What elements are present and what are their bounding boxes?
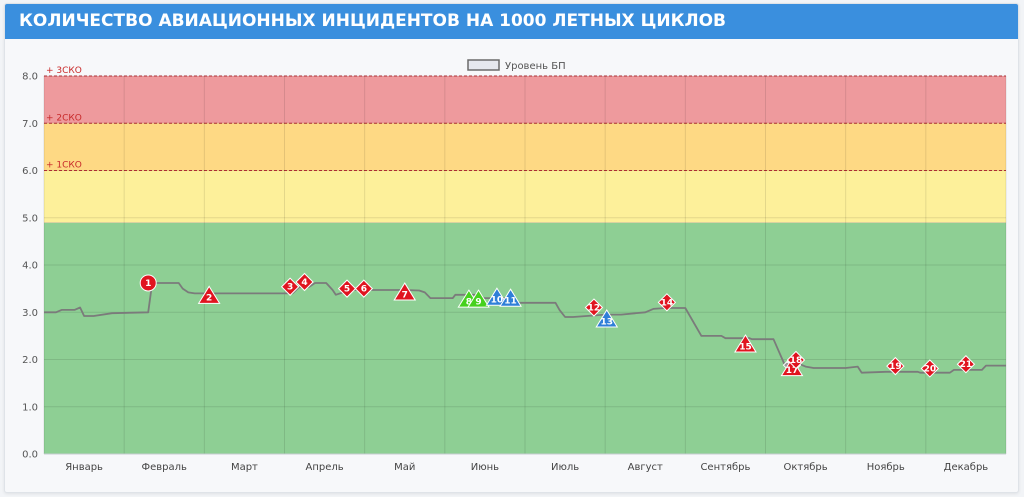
x-tick-label: Январь bbox=[65, 462, 103, 473]
band-1 bbox=[44, 123, 1006, 171]
x-tick-label: Август bbox=[628, 462, 663, 473]
y-tick-label: 4.0 bbox=[22, 261, 38, 272]
y-tick-label: 1.0 bbox=[22, 402, 38, 413]
marker-20: 20 bbox=[920, 359, 940, 378]
marker-7: 7 bbox=[393, 282, 417, 301]
chart-title: КОЛИЧЕСТВО АВИАЦИОННЫХ ИНЦИДЕНТОВ НА 100… bbox=[5, 4, 1018, 39]
marker-label: 5 bbox=[344, 285, 350, 295]
x-tick-label: Март bbox=[231, 462, 258, 473]
marker-label: 19 bbox=[889, 362, 902, 372]
chart-panel: КОЛИЧЕСТВО АВИАЦИОННЫХ ИНЦИДЕНТОВ НА 100… bbox=[4, 3, 1019, 493]
marker-label: 14 bbox=[661, 298, 674, 308]
marker-label: 13 bbox=[601, 317, 614, 327]
x-tick-label: Июнь bbox=[471, 462, 499, 473]
marker-label: 8 bbox=[466, 297, 472, 307]
y-tick-label: 7.0 bbox=[22, 119, 38, 130]
x-axis-ticks: Январь Февраль Март Апрель Май Июнь Июль Август… bbox=[65, 462, 988, 473]
x-tick-label: Ноябрь bbox=[867, 462, 905, 473]
band-label-2: + 1СКО bbox=[46, 161, 82, 171]
marker-label: 4 bbox=[301, 278, 307, 288]
marker-6: 6 bbox=[354, 279, 374, 298]
marker-1: 1 bbox=[139, 274, 157, 292]
y-tick-label: 6.0 bbox=[22, 166, 38, 177]
marker-label: 21 bbox=[960, 360, 973, 370]
marker-label: 7 bbox=[402, 290, 408, 300]
marker-10: 10 bbox=[485, 287, 509, 306]
marker-label: 1 bbox=[145, 279, 151, 289]
marker-label: 11 bbox=[504, 297, 517, 307]
x-tick-label: Февраль bbox=[142, 462, 188, 473]
y-tick-label: 0.0 bbox=[22, 450, 38, 461]
marker-diamond bbox=[657, 293, 677, 312]
y-tick-label: 2.0 bbox=[22, 355, 38, 366]
band-3 bbox=[44, 222, 1006, 454]
marker-triangle bbox=[393, 282, 417, 301]
safety-bands: + 3СКО + 2СКО + 1СКО bbox=[44, 66, 1006, 454]
x-tick-label: Сентябрь bbox=[700, 462, 750, 473]
marker-5: 5 bbox=[337, 279, 357, 298]
x-tick-label: Апрель bbox=[305, 462, 343, 473]
legend[interactable]: Уровень БП bbox=[467, 59, 566, 72]
y-tick-label: 5.0 bbox=[22, 213, 38, 224]
marker-diamond bbox=[886, 356, 905, 376]
y-axis-ticks: 0.0 1.0 2.0 3.0 4.0 5.0 6.0 7.0 8.0 bbox=[22, 72, 38, 461]
marker-triangle bbox=[197, 285, 221, 304]
marker-circle bbox=[139, 274, 157, 292]
y-tick-label: 8.0 bbox=[22, 72, 38, 83]
marker-label: 17 bbox=[786, 366, 799, 376]
legend-label: Уровень БП bbox=[505, 61, 566, 72]
x-tick-label: Июль bbox=[551, 462, 579, 473]
marker-14: 14 bbox=[657, 293, 677, 312]
legend-swatch bbox=[467, 59, 500, 71]
band-label-1: + 2СКО bbox=[46, 113, 82, 123]
marker-13: 13 bbox=[595, 309, 619, 328]
band-0 bbox=[44, 76, 1006, 124]
y-tick-label: 3.0 bbox=[22, 308, 38, 319]
incidents-chart: + 3СКО + 2СКО + 1СКО 0.0 1.0 2.0 3.0 4.0 5.0 6.0… bbox=[22, 59, 1007, 473]
marker-diamond bbox=[337, 279, 357, 298]
event-markers: 123456789101112131415161718192021 bbox=[139, 272, 976, 378]
marker-diamond bbox=[920, 359, 940, 378]
marker-label: 2 bbox=[206, 294, 212, 304]
marker-label: 18 bbox=[790, 356, 803, 366]
marker-diamond bbox=[956, 355, 976, 374]
marker-9: 9 bbox=[467, 289, 490, 308]
marker-11: 11 bbox=[499, 288, 522, 307]
marker-diamond bbox=[584, 298, 604, 317]
marker-2: 2 bbox=[197, 285, 221, 304]
marker-triangle bbox=[595, 309, 619, 328]
marker-triangle bbox=[734, 334, 757, 353]
marker-diamond bbox=[295, 272, 314, 292]
band-2 bbox=[44, 170, 1006, 223]
marker-label: 15 bbox=[739, 342, 752, 352]
marker-triangle bbox=[485, 287, 509, 306]
x-tick-label: Декабрь bbox=[944, 462, 989, 473]
marker-diamond bbox=[280, 277, 300, 296]
marker-19: 19 bbox=[886, 356, 905, 376]
marker-label: 3 bbox=[287, 283, 293, 293]
marker-triangle bbox=[499, 288, 522, 307]
marker-18: 18 bbox=[786, 350, 806, 370]
marker-4: 4 bbox=[295, 272, 314, 292]
x-tick-label: Октябрь bbox=[783, 462, 827, 473]
x-tick-label: Май bbox=[394, 462, 415, 473]
marker-12: 12 bbox=[584, 298, 604, 317]
marker-label: 6 bbox=[361, 285, 367, 295]
band-label-0: + 3СКО bbox=[46, 66, 82, 76]
marker-21: 21 bbox=[956, 355, 976, 374]
marker-diamond bbox=[354, 279, 374, 298]
marker-diamond bbox=[786, 350, 806, 370]
marker-3: 3 bbox=[280, 277, 300, 296]
marker-triangle bbox=[467, 289, 490, 308]
marker-label: 10 bbox=[491, 296, 504, 306]
grid-lines bbox=[43, 75, 1007, 455]
marker-label: 12 bbox=[588, 304, 601, 314]
marker-15: 15 bbox=[734, 334, 757, 353]
marker-label: 20 bbox=[924, 364, 937, 374]
marker-label: 9 bbox=[475, 297, 481, 307]
